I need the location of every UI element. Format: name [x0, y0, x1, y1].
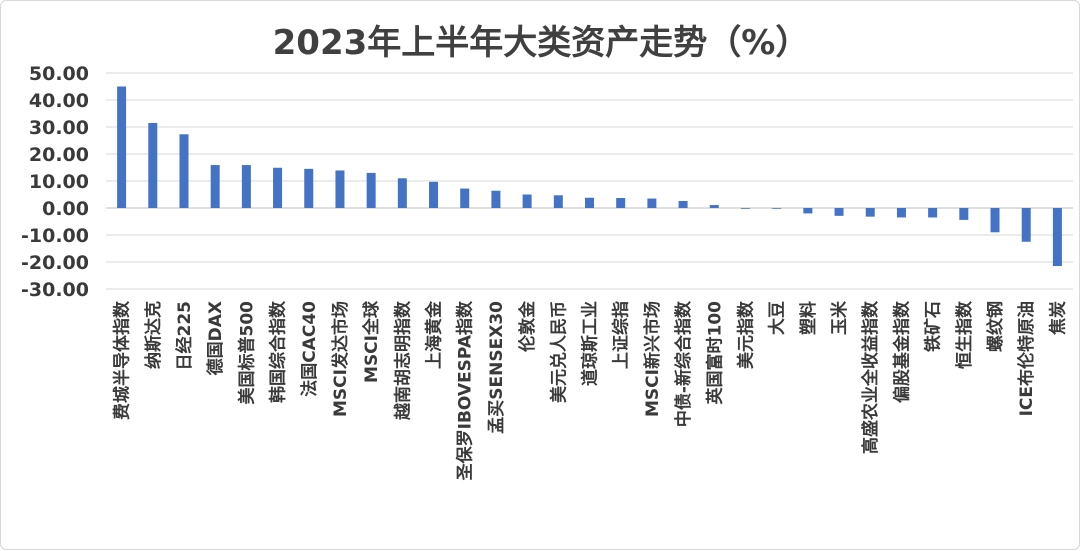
bar — [553, 195, 563, 208]
bar — [429, 181, 439, 208]
category-label: 美国标普500 — [236, 301, 257, 405]
category-label: 道琼斯工业 — [580, 301, 601, 386]
bar — [273, 167, 283, 208]
category-label: 伦敦金 — [517, 300, 538, 352]
bar — [647, 198, 657, 208]
bar — [740, 208, 750, 209]
bar — [491, 190, 501, 208]
category-label: 孟买SENSEX30 — [487, 301, 507, 434]
y-tick-label: 0.00 — [42, 198, 89, 220]
y-axis-ticks: 50.00 40.00 30.00 20.00 10.00 0.00 -10.00 -20.0… — [21, 63, 89, 301]
category-label: 韩国综合指数 — [268, 300, 289, 403]
bar — [709, 205, 719, 208]
bar — [678, 200, 688, 208]
category-label: 大豆 — [767, 301, 788, 335]
bar — [210, 165, 220, 208]
category-label: 日经225 — [174, 301, 195, 371]
category-label: 越南胡志明指数 — [392, 300, 413, 421]
bar — [1052, 208, 1062, 267]
y-tick-label: 30.00 — [29, 117, 89, 139]
bar — [865, 208, 875, 217]
bar — [117, 86, 127, 208]
bar — [959, 208, 969, 220]
category-label: ICE布伦特原油 — [1016, 301, 1037, 416]
bars — [117, 86, 1062, 267]
category-label: 上证综指 — [611, 301, 632, 369]
bar — [366, 172, 376, 208]
bar — [304, 168, 314, 208]
category-label: 塑料 — [798, 301, 819, 335]
category-label: 费城半导体指数 — [112, 300, 133, 420]
category-label: MSCI全球 — [361, 300, 382, 383]
y-tick-label: -30.00 — [21, 279, 89, 301]
category-label: 中债-新综合指数 — [673, 300, 694, 427]
bar — [241, 165, 251, 208]
bar — [990, 208, 1000, 233]
category-label: 高盛农业全收益指数 — [860, 300, 881, 454]
category-label: MSCI发达市场 — [330, 301, 351, 417]
bar — [896, 208, 906, 218]
bar — [772, 208, 782, 209]
bar — [1021, 208, 1031, 242]
chart-title: 2023年上半年大类资产走势（%） — [272, 23, 810, 63]
bar — [397, 178, 407, 208]
gridlines — [106, 72, 1073, 290]
bar — [928, 208, 938, 218]
bar — [148, 122, 158, 208]
bar — [179, 134, 189, 208]
category-label: MSCI新兴市场 — [642, 301, 663, 417]
bar — [803, 208, 813, 214]
category-label: 玉米 — [829, 300, 850, 335]
category-label: 纳斯达克 — [143, 301, 164, 369]
bar — [585, 197, 594, 208]
bar — [616, 198, 626, 208]
y-tick-label: 40.00 — [29, 90, 89, 112]
category-label: 美元兑人民币 — [548, 301, 569, 403]
category-label: 偏股基金指数 — [891, 300, 912, 403]
bar — [335, 170, 345, 208]
category-label: 圣保罗IBOVESPA指数 — [455, 300, 476, 480]
category-label: 英国富时100 — [704, 301, 725, 405]
category-label: 螺纹钢 — [985, 301, 1006, 352]
y-tick-label: -20.00 — [21, 252, 89, 274]
y-tick-label: 20.00 — [29, 144, 89, 166]
category-label: 焦炭 — [1047, 301, 1068, 336]
category-labels: 费城半导体指数 纳斯达克 日经225 德国DAX 美国标普500 韩国综合指数 法国CAC4… — [112, 300, 1069, 480]
category-label: 德国DAX — [205, 301, 226, 375]
y-tick-label: 10.00 — [29, 171, 89, 193]
category-label: 法国CAC40 — [299, 301, 320, 397]
category-label: 上海黄金 — [424, 300, 445, 369]
bar — [522, 194, 532, 208]
y-tick-label: -10.00 — [21, 225, 89, 247]
bar — [460, 188, 470, 208]
category-label: 铁矿石 — [923, 301, 944, 352]
y-tick-label: 50.00 — [29, 63, 89, 85]
category-label: 美元指数 — [735, 300, 756, 369]
category-label: 恒生指数 — [954, 300, 975, 369]
bar — [834, 208, 844, 216]
